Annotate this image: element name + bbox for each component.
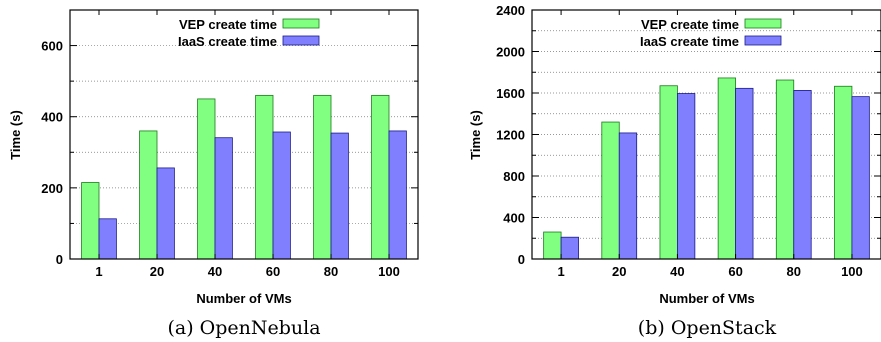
bar-vep-80 <box>775 79 795 260</box>
x-tick-label: 60 <box>266 264 280 279</box>
bar-vep-80 <box>313 94 332 260</box>
y-tick-label: 2400 <box>496 3 525 18</box>
bar-iaas-40 <box>677 93 696 260</box>
x-tick-label: 20 <box>612 264 626 279</box>
y-tick-label: 400 <box>503 211 525 226</box>
bar-vep-60 <box>255 94 274 260</box>
x-tick-label: 80 <box>787 264 801 279</box>
y-tick-label: 600 <box>41 39 63 54</box>
legend-label: IaaS create time <box>640 34 739 49</box>
legend-label: VEP create time <box>641 17 739 32</box>
x-tick-label: 40 <box>208 264 222 279</box>
legend-swatch <box>282 18 320 29</box>
bar-iaas-80 <box>793 90 812 260</box>
y-tick-label: 1200 <box>496 128 525 143</box>
bars <box>81 94 407 260</box>
bar-iaas-60 <box>272 131 291 260</box>
bar-iaas-100 <box>851 96 870 260</box>
x-tick-label: 40 <box>670 264 684 279</box>
legend-swatch <box>744 18 782 29</box>
x-axis-title: Number of VMs <box>196 291 291 306</box>
legend: VEP create time IaaS create time <box>178 17 320 49</box>
y-tick-label: 400 <box>41 110 63 125</box>
bars <box>543 77 870 260</box>
legend: VEP create time IaaS create time <box>640 17 782 49</box>
bar-vep-40 <box>659 85 678 260</box>
bar-iaas-100 <box>388 130 407 260</box>
bar-vep-20 <box>601 121 620 260</box>
bar-vep-40 <box>197 98 216 260</box>
y-tick-label: 800 <box>503 169 525 184</box>
bar-iaas-20 <box>618 132 638 260</box>
y-tick-label: 0 <box>518 252 525 267</box>
y-tick-label: 200 <box>41 181 63 196</box>
chart-openstack: Time (s) Number of VMs (b) OpenStack 1 20… <box>468 3 881 339</box>
y-tick-label: 0 <box>56 252 63 267</box>
y-tick-label: 2000 <box>496 45 525 60</box>
caption: (a) OpenNebula <box>167 317 320 339</box>
x-tick-label: 80 <box>324 264 338 279</box>
y-axis-title: Time (s) <box>8 110 23 160</box>
x-tick-label: 20 <box>150 264 164 279</box>
bar-iaas-80 <box>330 132 349 260</box>
x-tick-label: 60 <box>728 264 742 279</box>
legend-swatch <box>744 35 782 46</box>
bar-vep-60 <box>717 77 736 260</box>
caption: (b) OpenStack <box>638 317 777 339</box>
chart-opennebula: Time (s) Number of VMs (a) OpenNebula 1 2… <box>8 9 419 339</box>
legend-swatch <box>282 35 320 46</box>
y-tick-label: 1600 <box>496 86 525 101</box>
bar-vep-1 <box>543 231 562 260</box>
bar-iaas-1 <box>98 218 117 260</box>
bar-iaas-1 <box>560 236 579 260</box>
x-tick-label: 100 <box>378 264 400 279</box>
y-axis-title: Time (s) <box>468 110 483 160</box>
bar-iaas-40 <box>214 137 233 260</box>
x-axis-title: Number of VMs <box>659 291 754 306</box>
x-tick-label: 1 <box>557 264 564 279</box>
plot-frame <box>531 9 881 260</box>
bar-vep-100 <box>371 94 390 260</box>
bar-vep-100 <box>834 85 853 260</box>
legend-label: VEP create time <box>179 17 277 32</box>
plot-frame <box>69 9 419 260</box>
x-tick-label: 100 <box>841 264 863 279</box>
bar-vep-20 <box>139 130 158 260</box>
x-tick-label: 1 <box>95 264 102 279</box>
bar-vep-1 <box>81 182 100 260</box>
legend-label: IaaS create time <box>178 34 277 49</box>
bar-iaas-60 <box>735 87 754 260</box>
bar-iaas-20 <box>156 167 175 260</box>
